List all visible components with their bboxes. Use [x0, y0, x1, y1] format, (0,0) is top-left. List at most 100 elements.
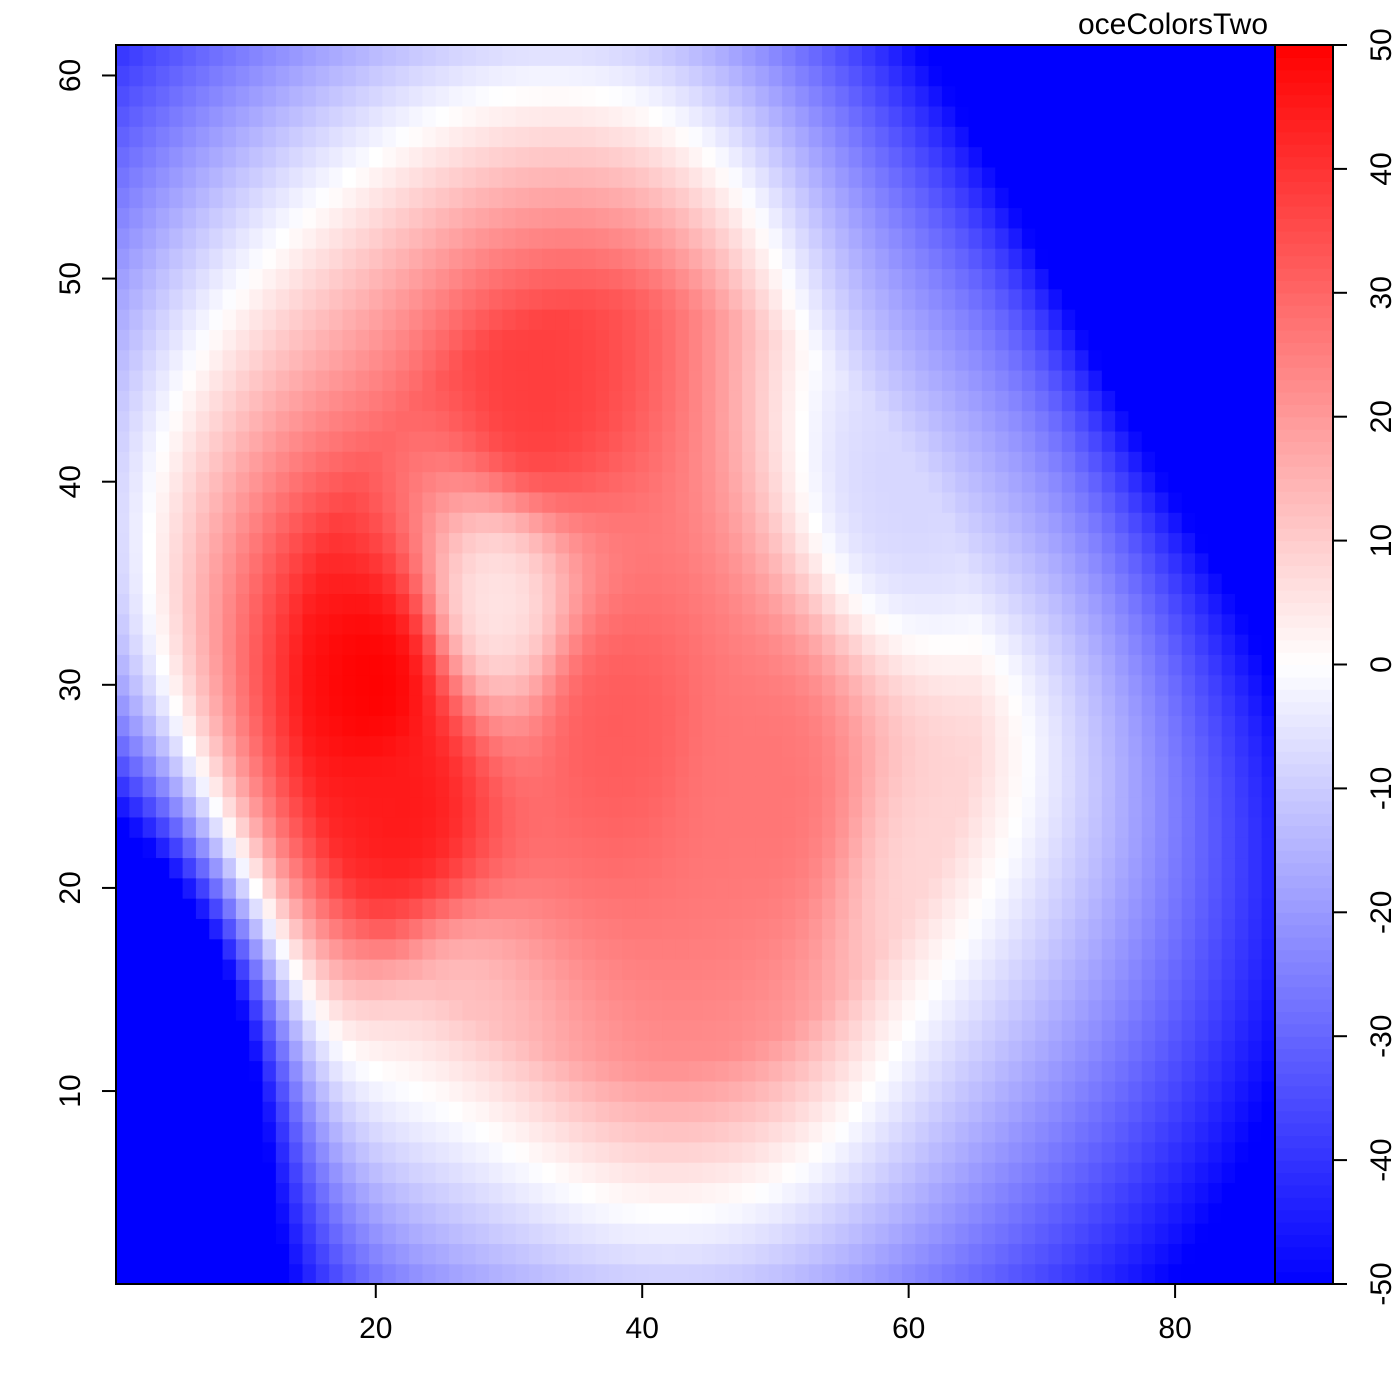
heatmap-cell	[542, 166, 557, 188]
heatmap-cell	[462, 512, 477, 534]
heatmap-cell	[449, 552, 463, 574]
heatmap-cell	[169, 491, 184, 513]
heatmap-cell	[502, 329, 517, 351]
heatmap-cell	[862, 1263, 876, 1285]
heatmap-cell	[901, 85, 916, 107]
heatmap-cell	[915, 1263, 930, 1285]
heatmap-cell	[782, 268, 797, 290]
heatmap-cell	[315, 451, 330, 473]
heatmap-cell	[169, 1162, 184, 1184]
heatmap-cell	[395, 491, 410, 513]
heatmap-cell	[315, 877, 330, 899]
heatmap-cell	[702, 1060, 717, 1082]
heatmap-cell	[941, 816, 956, 838]
heatmap-cell	[142, 1121, 157, 1143]
heatmap-cell	[1155, 491, 1170, 513]
heatmap-cell	[1021, 288, 1036, 310]
heatmap-cell	[928, 552, 943, 574]
heatmap-cell	[888, 1223, 903, 1244]
heatmap-cell	[568, 1162, 583, 1184]
heatmap-cell	[662, 288, 677, 310]
heatmap-cell	[675, 1243, 690, 1265]
heatmap-cell	[462, 796, 477, 818]
heatmap-cell	[862, 349, 876, 371]
heatmap-cell	[928, 166, 943, 188]
heatmap-cell	[755, 573, 770, 595]
heatmap-cell	[582, 674, 597, 696]
heatmap-cell	[648, 1162, 663, 1184]
heatmap-cell	[662, 573, 677, 595]
heatmap-cell	[449, 207, 463, 229]
heatmap-cell	[262, 694, 277, 716]
heatmap-cell	[369, 979, 384, 1001]
heatmap-cell	[555, 1202, 570, 1224]
heatmap-cell	[489, 918, 503, 940]
heatmap-cell	[1088, 471, 1103, 493]
heatmap-cell	[822, 715, 836, 737]
heatmap-cell	[169, 1223, 184, 1244]
heatmap-cell	[555, 694, 570, 716]
heatmap-cell	[249, 816, 264, 838]
heatmap-cell	[568, 309, 583, 330]
heatmap-cell	[1088, 166, 1103, 188]
heatmap-cell	[1168, 837, 1183, 859]
heatmap-cell	[315, 816, 330, 838]
heatmap-cell	[688, 65, 703, 87]
heatmap-cell	[449, 512, 463, 534]
heatmap-cell	[195, 309, 210, 330]
heatmap-cell	[302, 796, 317, 818]
heatmap-cell	[1195, 288, 1209, 310]
heatmap-cell	[1155, 1080, 1170, 1102]
heatmap-cell	[1075, 552, 1090, 574]
heatmap-cell	[235, 166, 250, 188]
heatmap-cell	[502, 999, 517, 1021]
heatmap-cell	[1115, 654, 1130, 676]
heatmap-cell	[715, 126, 730, 148]
heatmap-cell	[1128, 898, 1143, 919]
heatmap-cell	[515, 1162, 530, 1184]
heatmap-cell	[235, 532, 250, 554]
heatmap-cell	[262, 65, 277, 87]
heatmap-cell	[1021, 227, 1036, 249]
heatmap-cell	[315, 593, 330, 615]
heatmap-cell	[662, 227, 677, 249]
heatmap-cell	[715, 1040, 730, 1062]
heatmap-cell	[155, 1080, 170, 1102]
heatmap-cell	[422, 471, 437, 493]
heatmap-cell	[502, 715, 517, 737]
heatmap-cell	[1035, 694, 1050, 716]
heatmap-cells	[116, 45, 1276, 1285]
heatmap-cell	[142, 65, 157, 87]
heatmap-cell	[715, 491, 730, 513]
heatmap-cell	[688, 532, 703, 554]
heatmap-cell	[1128, 938, 1143, 960]
heatmap-cell	[1195, 207, 1209, 229]
heatmap-cell	[728, 532, 743, 554]
heatmap-cell	[715, 390, 730, 412]
heatmap-cell	[1088, 227, 1103, 249]
heatmap-cell	[981, 1182, 996, 1204]
heatmap-cell	[249, 1101, 264, 1123]
heatmap-cell	[315, 938, 330, 960]
heatmap-cell	[875, 735, 890, 757]
heatmap-cell	[1061, 959, 1076, 980]
heatmap-cell	[542, 268, 557, 290]
heatmap-cell	[515, 1223, 530, 1244]
heatmap-cell	[342, 369, 357, 391]
heatmap-cell	[768, 674, 783, 696]
heatmap-cell	[808, 674, 823, 696]
heatmap-cell	[1101, 1040, 1116, 1062]
heatmap-cell	[1021, 918, 1036, 940]
heatmap-cell	[142, 207, 157, 229]
heatmap-cell	[289, 999, 304, 1021]
heatmap-cell	[808, 105, 823, 127]
heatmap-cell	[249, 796, 264, 818]
heatmap-cell	[1115, 898, 1130, 919]
heatmap-cell	[782, 613, 797, 635]
heatmap-cell	[675, 1040, 690, 1062]
heatmap-cell	[662, 410, 677, 432]
heatmap-cell	[1168, 309, 1183, 330]
heatmap-cell	[1021, 1121, 1036, 1143]
heatmap-cell	[249, 1121, 264, 1143]
heatmap-cell	[995, 126, 1010, 148]
